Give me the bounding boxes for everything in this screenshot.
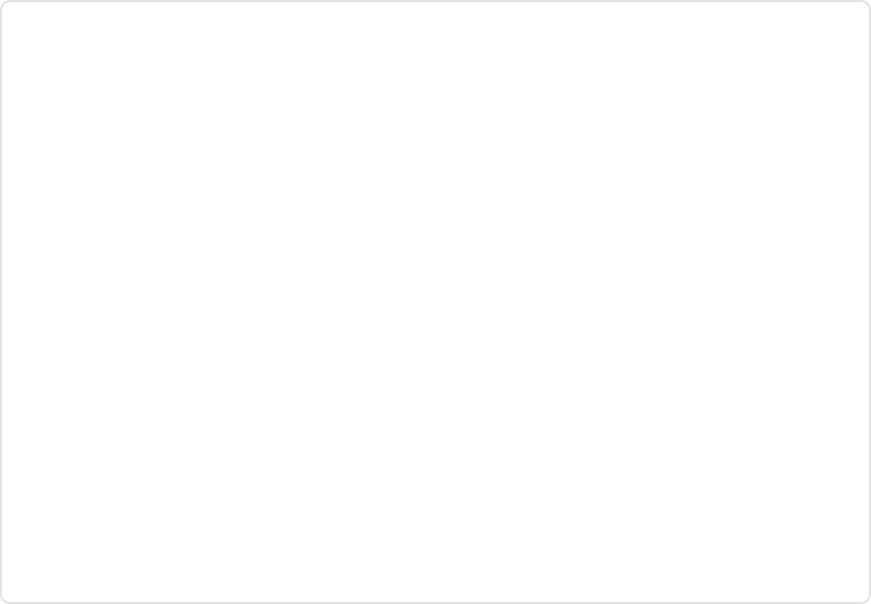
chart-card	[0, 0, 871, 604]
